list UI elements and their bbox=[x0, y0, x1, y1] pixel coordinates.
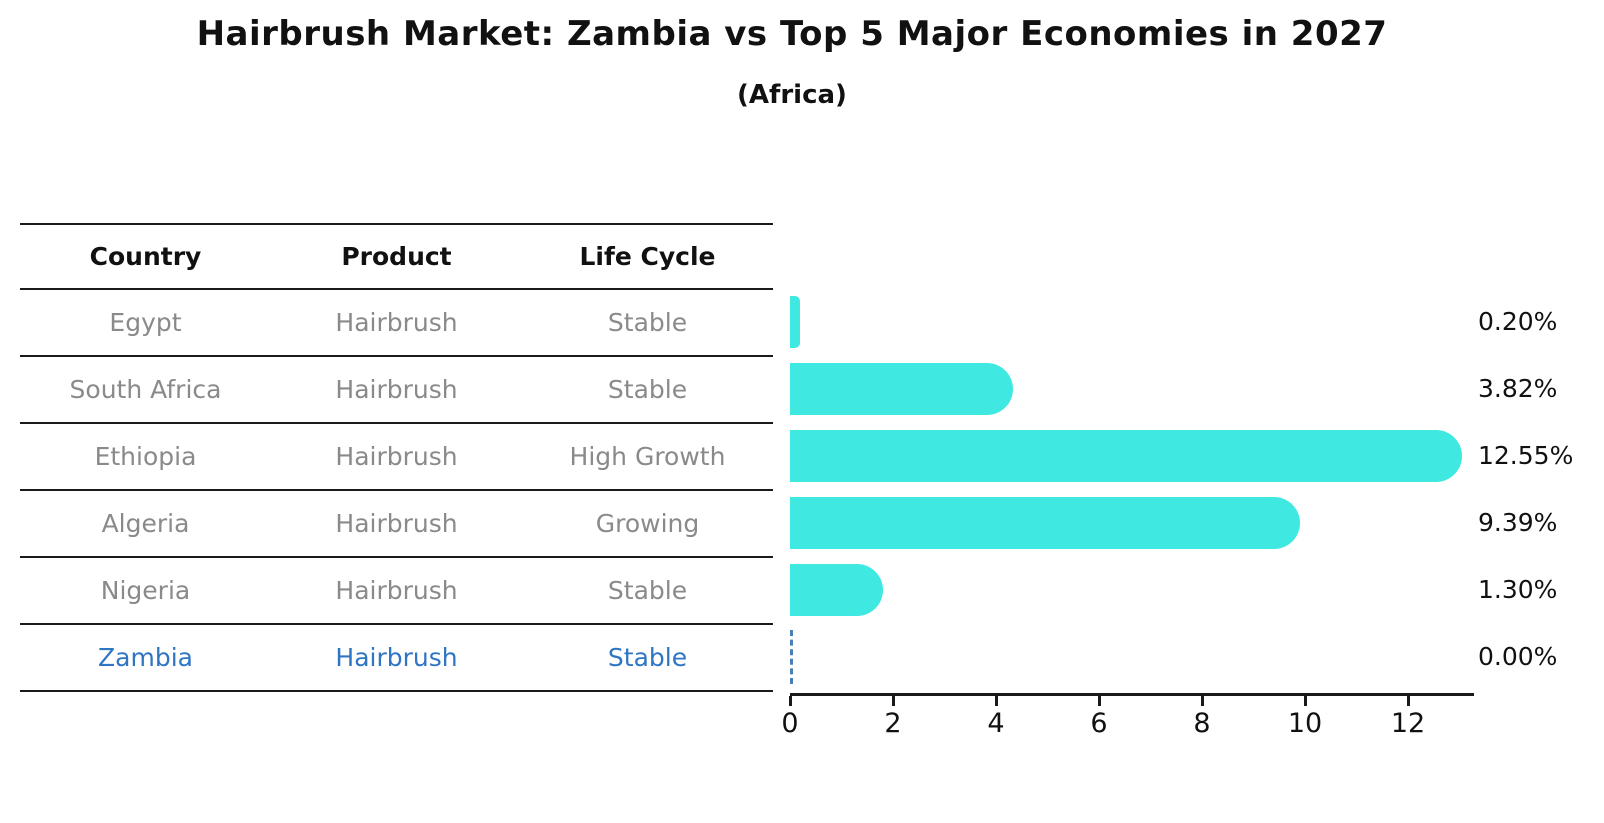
x-axis-tick-label: 4 bbox=[987, 708, 1005, 739]
table-row: Nigeria Hairbrush Stable bbox=[20, 558, 773, 625]
x-axis-tick-mark bbox=[1304, 696, 1307, 706]
table-cell-country: Ethiopia bbox=[94, 442, 197, 471]
table-header-product: Product bbox=[341, 242, 452, 271]
table-body: Egypt Hairbrush Stable South Africa Hairbrus… bbox=[20, 290, 773, 692]
table-row: South Africa Hairbrush Stable bbox=[20, 357, 773, 424]
x-axis-tick-label: 12 bbox=[1390, 708, 1426, 739]
table-cell-country: Nigeria bbox=[100, 576, 191, 605]
bar-south-africa bbox=[790, 362, 1013, 415]
bar-value-label: 1.30% bbox=[1478, 574, 1558, 604]
table-row: Egypt Hairbrush Stable bbox=[20, 290, 773, 357]
table-header-row: Country Product Life Cycle bbox=[20, 225, 773, 290]
table-cell-lifecycle: Stable bbox=[607, 375, 688, 404]
table-header-country: Country bbox=[89, 242, 202, 271]
x-axis-tick-label: 0 bbox=[781, 708, 799, 739]
table-cell-country: South Africa bbox=[69, 375, 222, 404]
table-row: Algeria Hairbrush Growing bbox=[20, 491, 773, 558]
zero-value-dashed-line bbox=[790, 629, 793, 684]
x-axis-tick-mark bbox=[789, 696, 792, 706]
table-cell-lifecycle: Growing bbox=[595, 509, 700, 538]
x-axis-tick-mark bbox=[892, 696, 895, 706]
x-axis-tick-mark bbox=[1201, 696, 1204, 706]
table-cell-lifecycle: Stable bbox=[607, 643, 688, 672]
bar-value-label: 9.39% bbox=[1478, 507, 1558, 537]
bar-value-label: 12.55% bbox=[1478, 440, 1574, 470]
table-cell-country: Algeria bbox=[101, 509, 190, 538]
x-axis-line bbox=[790, 693, 1474, 696]
table-cell-product: Hairbrush bbox=[335, 643, 458, 672]
x-axis-tick-label: 8 bbox=[1193, 708, 1211, 739]
table-cell-lifecycle: High Growth bbox=[569, 442, 726, 471]
x-axis-tick-mark bbox=[1407, 696, 1410, 706]
table-row: Ethiopia Hairbrush High Growth bbox=[20, 424, 773, 491]
bar-algeria bbox=[790, 496, 1300, 549]
table-cell-product: Hairbrush bbox=[335, 308, 458, 337]
table-header-lifecycle: Life Cycle bbox=[579, 242, 716, 271]
chart-title: Hairbrush Market: Zambia vs Top 5 Major … bbox=[196, 14, 1388, 54]
x-axis-tick-mark bbox=[995, 696, 998, 706]
x-axis-tick-mark bbox=[1098, 696, 1101, 706]
table-cell-lifecycle: Stable bbox=[607, 308, 688, 337]
table-cell-country: Egypt bbox=[109, 308, 182, 337]
bar-nigeria bbox=[790, 563, 883, 616]
bar-value-label: 0.20% bbox=[1478, 306, 1558, 336]
table-cell-product: Hairbrush bbox=[335, 509, 458, 538]
table-cell-lifecycle: Stable bbox=[607, 576, 688, 605]
bar-value-label: 3.82% bbox=[1478, 373, 1558, 403]
table-cell-product: Hairbrush bbox=[335, 375, 458, 404]
table-cell-product: Hairbrush bbox=[335, 576, 458, 605]
x-axis-tick-label: 2 bbox=[884, 708, 902, 739]
table-cell-product: Hairbrush bbox=[335, 442, 458, 471]
bar-ethiopia bbox=[790, 429, 1463, 482]
table-cell-country: Zambia bbox=[98, 643, 193, 672]
x-axis-tick-label: 6 bbox=[1090, 708, 1108, 739]
country-table: Country Product Life Cycle Egypt Hairbrus… bbox=[20, 223, 773, 692]
chart-subtitle: (Africa) bbox=[737, 80, 847, 110]
table-row: Zambia Hairbrush Stable bbox=[20, 625, 773, 692]
bar-value-label: 0.00% bbox=[1478, 641, 1558, 671]
x-axis-tick-label: 10 bbox=[1287, 708, 1323, 739]
bar-egypt bbox=[790, 295, 801, 348]
